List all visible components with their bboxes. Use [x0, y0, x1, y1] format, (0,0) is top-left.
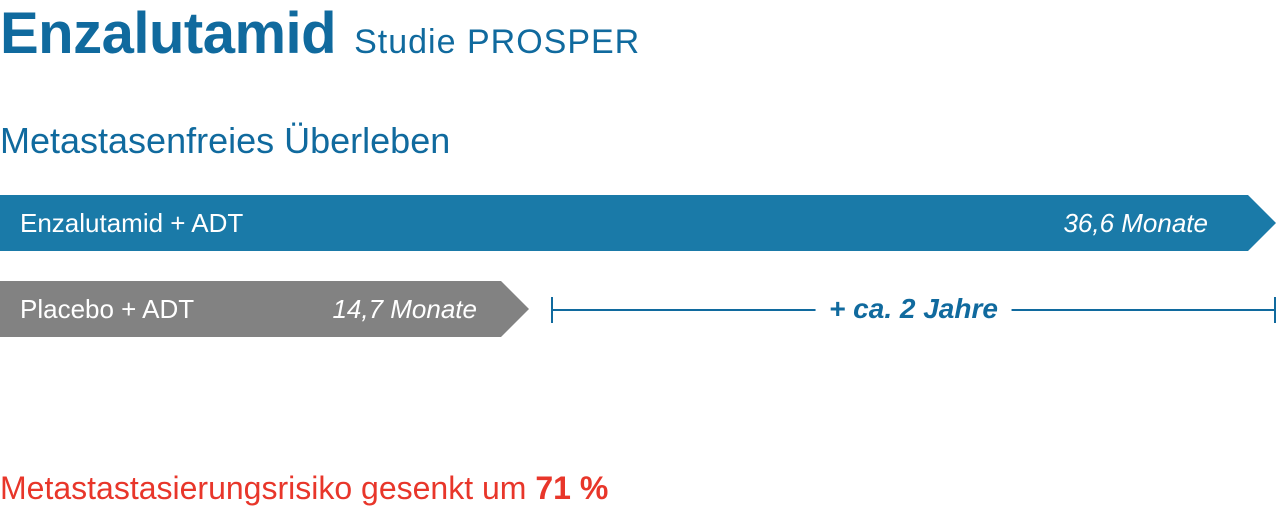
bar-value: 14,7 Monate — [332, 294, 477, 325]
title-drug-name: Enzalutamid — [0, 0, 336, 67]
difference-label: + ca. 2 Jahre — [815, 293, 1012, 325]
subtitle: Metastasenfreies Überleben — [0, 120, 450, 162]
bracket-tick-icon — [1274, 297, 1276, 323]
title-row: Enzalutamid Studie PROSPER — [0, 0, 640, 67]
risk-reduction-text: Metastastasierungsrisiko gesenkt um 71 % — [0, 470, 608, 507]
bar-value: 36,6 Monate — [1063, 208, 1208, 239]
bracket-tick-icon — [551, 297, 553, 323]
bar-label: Enzalutamid + ADT — [20, 208, 243, 239]
bar-arrowhead-icon — [501, 281, 529, 337]
risk-percent: 71 % — [535, 470, 608, 506]
infographic-canvas: Enzalutamid Studie PROSPER Metastasenfre… — [0, 0, 1280, 519]
risk-prefix: Metastastasierungsrisiko gesenkt um — [0, 470, 535, 506]
bar-arrowhead-icon — [1248, 195, 1276, 251]
bar-label: Placebo + ADT — [20, 294, 194, 325]
bar-row-enzalutamid: Enzalutamid + ADT 36,6 Monate — [0, 195, 1280, 251]
title-study-name: Studie PROSPER — [354, 23, 640, 62]
bar-enzalutamid: Enzalutamid + ADT 36,6 Monate — [0, 195, 1248, 251]
bar-chart: Enzalutamid + ADT 36,6 Monate Placebo + … — [0, 195, 1280, 367]
bar-placebo: Placebo + ADT 14,7 Monate — [0, 281, 501, 337]
